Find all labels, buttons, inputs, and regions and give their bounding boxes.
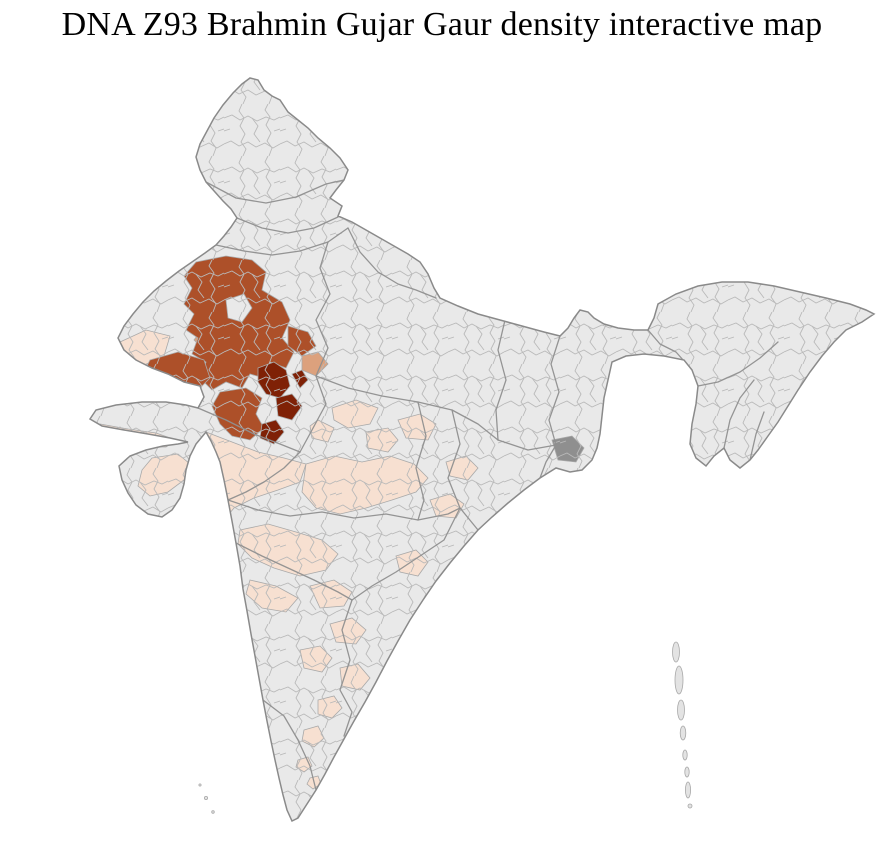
state-borders — [197, 179, 779, 791]
island[interactable] — [682, 749, 688, 761]
island[interactable] — [211, 810, 215, 814]
island[interactable] — [203, 796, 208, 801]
island[interactable] — [677, 699, 685, 721]
island[interactable] — [672, 641, 680, 663]
district-region[interactable] — [119, 365, 151, 393]
district-boundaries-mesh — [90, 78, 874, 821]
island[interactable] — [679, 725, 687, 741]
island[interactable] — [687, 803, 693, 809]
page-title: DNA Z93 Brahmin Gujar Gaur density inter… — [61, 6, 823, 43]
island[interactable] — [674, 665, 684, 695]
island[interactable] — [198, 783, 202, 787]
island[interactable] — [684, 766, 690, 778]
island[interactable] — [685, 781, 692, 799]
andaman-nicobar-islands[interactable] — [672, 641, 693, 809]
lakshadweep-islands[interactable] — [198, 783, 215, 814]
